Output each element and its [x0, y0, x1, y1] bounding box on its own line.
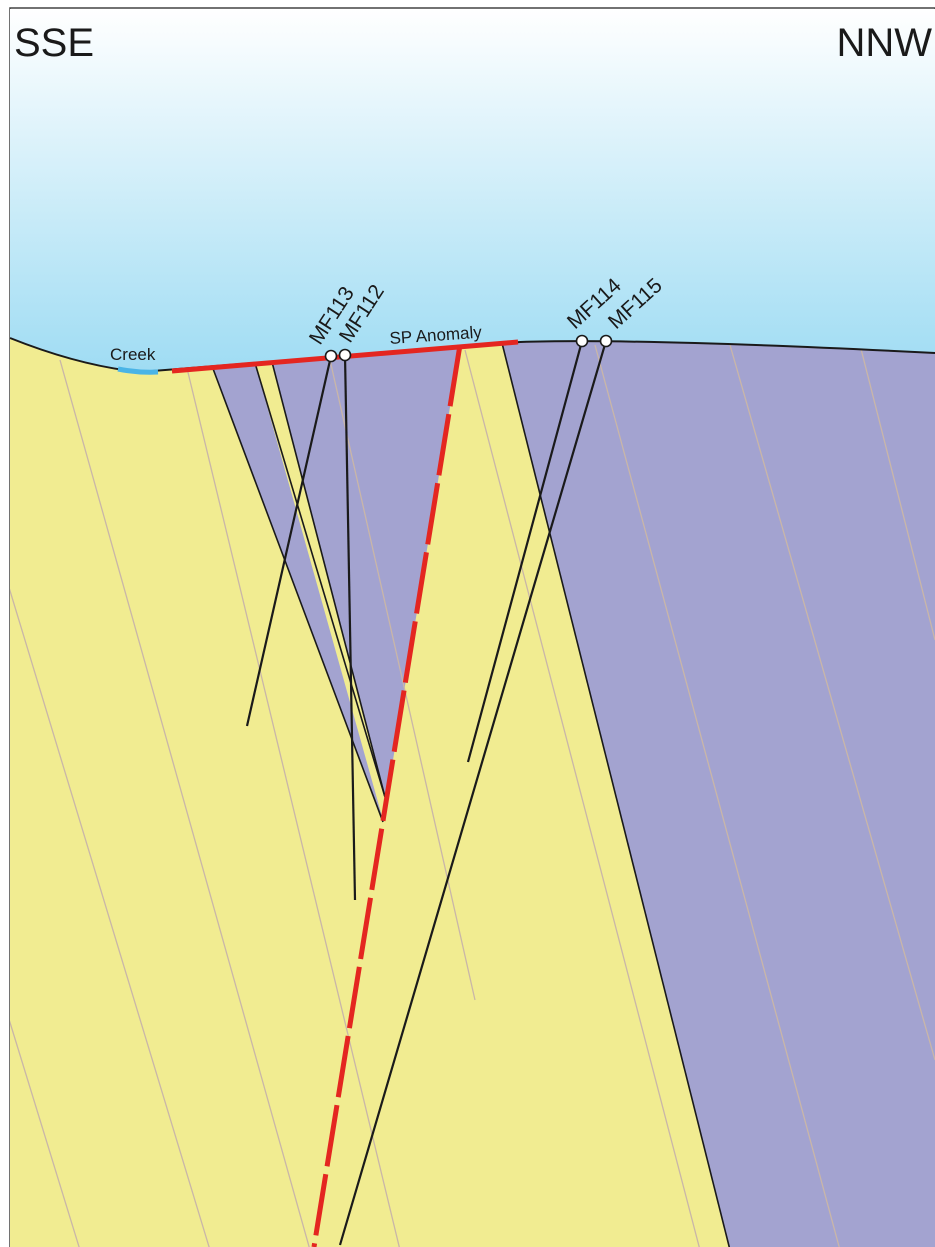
drillhole-trace-mf113	[245, 355, 333, 727]
creek-segment	[117, 366, 159, 375]
drillhole-traces	[245, 340, 608, 1246]
collar-mf113	[324, 349, 338, 363]
drillhole-trace-mf115	[338, 340, 608, 1246]
sp-anomaly-fault-dashed	[311, 344, 463, 1247]
drillhole-collars	[324, 334, 613, 363]
creek-label: Creek	[110, 345, 156, 364]
orientation-left-label: SSE	[14, 21, 94, 65]
purple-unit-south	[212, 345, 460, 822]
rock-units	[10, 338, 935, 1247]
collar-mf115	[599, 334, 613, 348]
collar-mf112	[338, 348, 352, 362]
purple-unit-north	[502, 338, 935, 1247]
sky	[10, 9, 935, 372]
collar-mf114	[575, 334, 589, 348]
ground-surface	[9, 337, 935, 374]
unit-contacts	[211, 342, 731, 1247]
drillhole-trace-mf112	[343, 354, 357, 901]
drillhole-trace-mf114	[466, 340, 584, 763]
orientation-right-label: NNW	[836, 21, 932, 65]
bedding-traces	[10, 344, 935, 1247]
